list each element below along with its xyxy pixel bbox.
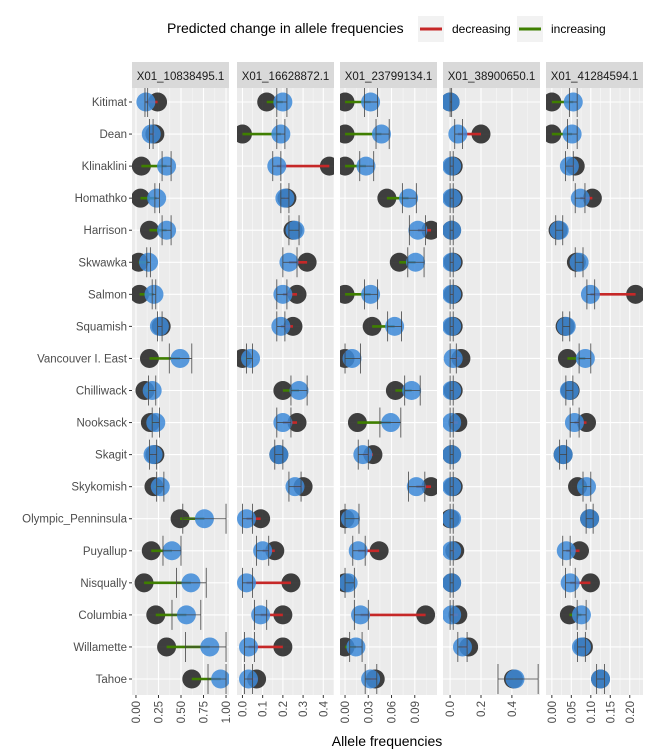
panel-marks (443, 88, 539, 694)
y-tick-label: Willamette (73, 642, 127, 654)
y-tick-label: Chilliwack (76, 386, 127, 398)
facet-strip (132, 62, 229, 88)
y-tick-label: Columbia (78, 610, 127, 622)
facet-panel: X01_10838495.1 0.00 0.25 0.50 0.75 1.00 (131, 62, 233, 723)
y-tick-label: Tahoe (96, 674, 127, 686)
x-tick-label: 0.10 (586, 701, 598, 723)
x-tick-label: 0.20 (625, 701, 637, 723)
facets: X01_10838495.1 0.00 0.25 0.50 0.75 1.00 X01_16… (131, 62, 643, 723)
panel-marks (340, 88, 437, 694)
x-tick-label: 0.3 (298, 701, 310, 717)
facet-panel: X01_41284594.1 0.00 0.05 0.10 0.15 0.20 (546, 62, 643, 723)
panel-marks (237, 88, 334, 694)
y-tick-label: Nisqually (80, 578, 127, 590)
x-tick-label: 0.00 (340, 701, 352, 723)
y-tick-label: Kitimat (92, 97, 128, 109)
y-tick-label: Vancouver I. East (37, 353, 128, 365)
y-tick-label: Homathko (75, 193, 127, 205)
facet-panel: X01_16628872.1 0.0 0.1 0.2 0.3 0.4 (237, 62, 334, 717)
y-tick-label: Skykomish (71, 482, 127, 494)
x-tick-label: 0.03 (363, 701, 375, 723)
y-tick-label: Dean (100, 129, 128, 141)
y-tick-label: Squamish (76, 321, 127, 333)
legend: Predicted change in allele frequencies d… (167, 16, 606, 42)
legend-label-decreasing: decreasing (452, 22, 511, 36)
y-tick-label: Harrison (84, 225, 127, 237)
x-tick-label: 0.00 (131, 701, 143, 723)
x-tick-label: 0.0 (445, 701, 457, 717)
facet-title: X01_41284594.1 (551, 71, 639, 83)
facet-strip (546, 62, 643, 88)
x-tick-label: 0.09 (410, 701, 422, 723)
facet-title: X01_10838495.1 (137, 71, 225, 83)
y-tick-label: Olympic_Penninsula (22, 514, 127, 526)
legend-label-increasing: increasing (551, 22, 606, 36)
legend-title: Predicted change in allele frequencies (167, 20, 404, 36)
y-tick-label: Klinaklini (82, 161, 127, 173)
facet-panel: X01_38900650.1 0.0 0.2 0.4 (443, 62, 540, 717)
x-tick-label: 0.05 (566, 701, 578, 723)
x-tick-label: 0.1 (258, 701, 270, 717)
facet-strip (237, 62, 334, 88)
x-tick-label: 0.4 (507, 700, 519, 717)
x-tick-label: 1.00 (221, 701, 233, 723)
facet-strip (443, 62, 540, 88)
facet-panel: X01_23799134.1 0.00 0.03 0.06 0.09 (340, 62, 437, 723)
x-axis-title: Allele frequencies (332, 733, 443, 749)
x-tick-label: 0.2 (476, 701, 488, 717)
y-tick-label: Skwawka (78, 257, 127, 269)
x-tick-label: 0.25 (153, 701, 165, 723)
x-tick-label: 0.50 (176, 701, 188, 723)
x-tick-label: 0.2 (278, 701, 290, 717)
y-axis-labels: Kitimat Dean Klinaklini Homathko Harrison Skw… (22, 97, 132, 686)
y-tick-label: Salmon (88, 289, 127, 301)
y-tick-label: Skagit (95, 450, 128, 462)
x-tick-label: 0.15 (605, 701, 617, 723)
x-tick-label: 0.00 (547, 701, 559, 723)
y-tick-label: Nooksack (77, 418, 128, 430)
x-tick-label: 0.4 (318, 700, 330, 717)
x-tick-label: 0.06 (387, 701, 399, 723)
facet-strip (340, 62, 437, 88)
x-tick-label: 0.75 (199, 701, 211, 723)
panel-marks (546, 88, 643, 694)
facet-title: X01_38900650.1 (448, 71, 536, 83)
x-tick-label: 0.0 (237, 701, 249, 717)
panel-marks (132, 88, 229, 694)
facet-title: X01_16628872.1 (242, 71, 330, 83)
y-tick-label: Puyallup (83, 546, 127, 558)
facet-title: X01_23799134.1 (345, 71, 433, 83)
